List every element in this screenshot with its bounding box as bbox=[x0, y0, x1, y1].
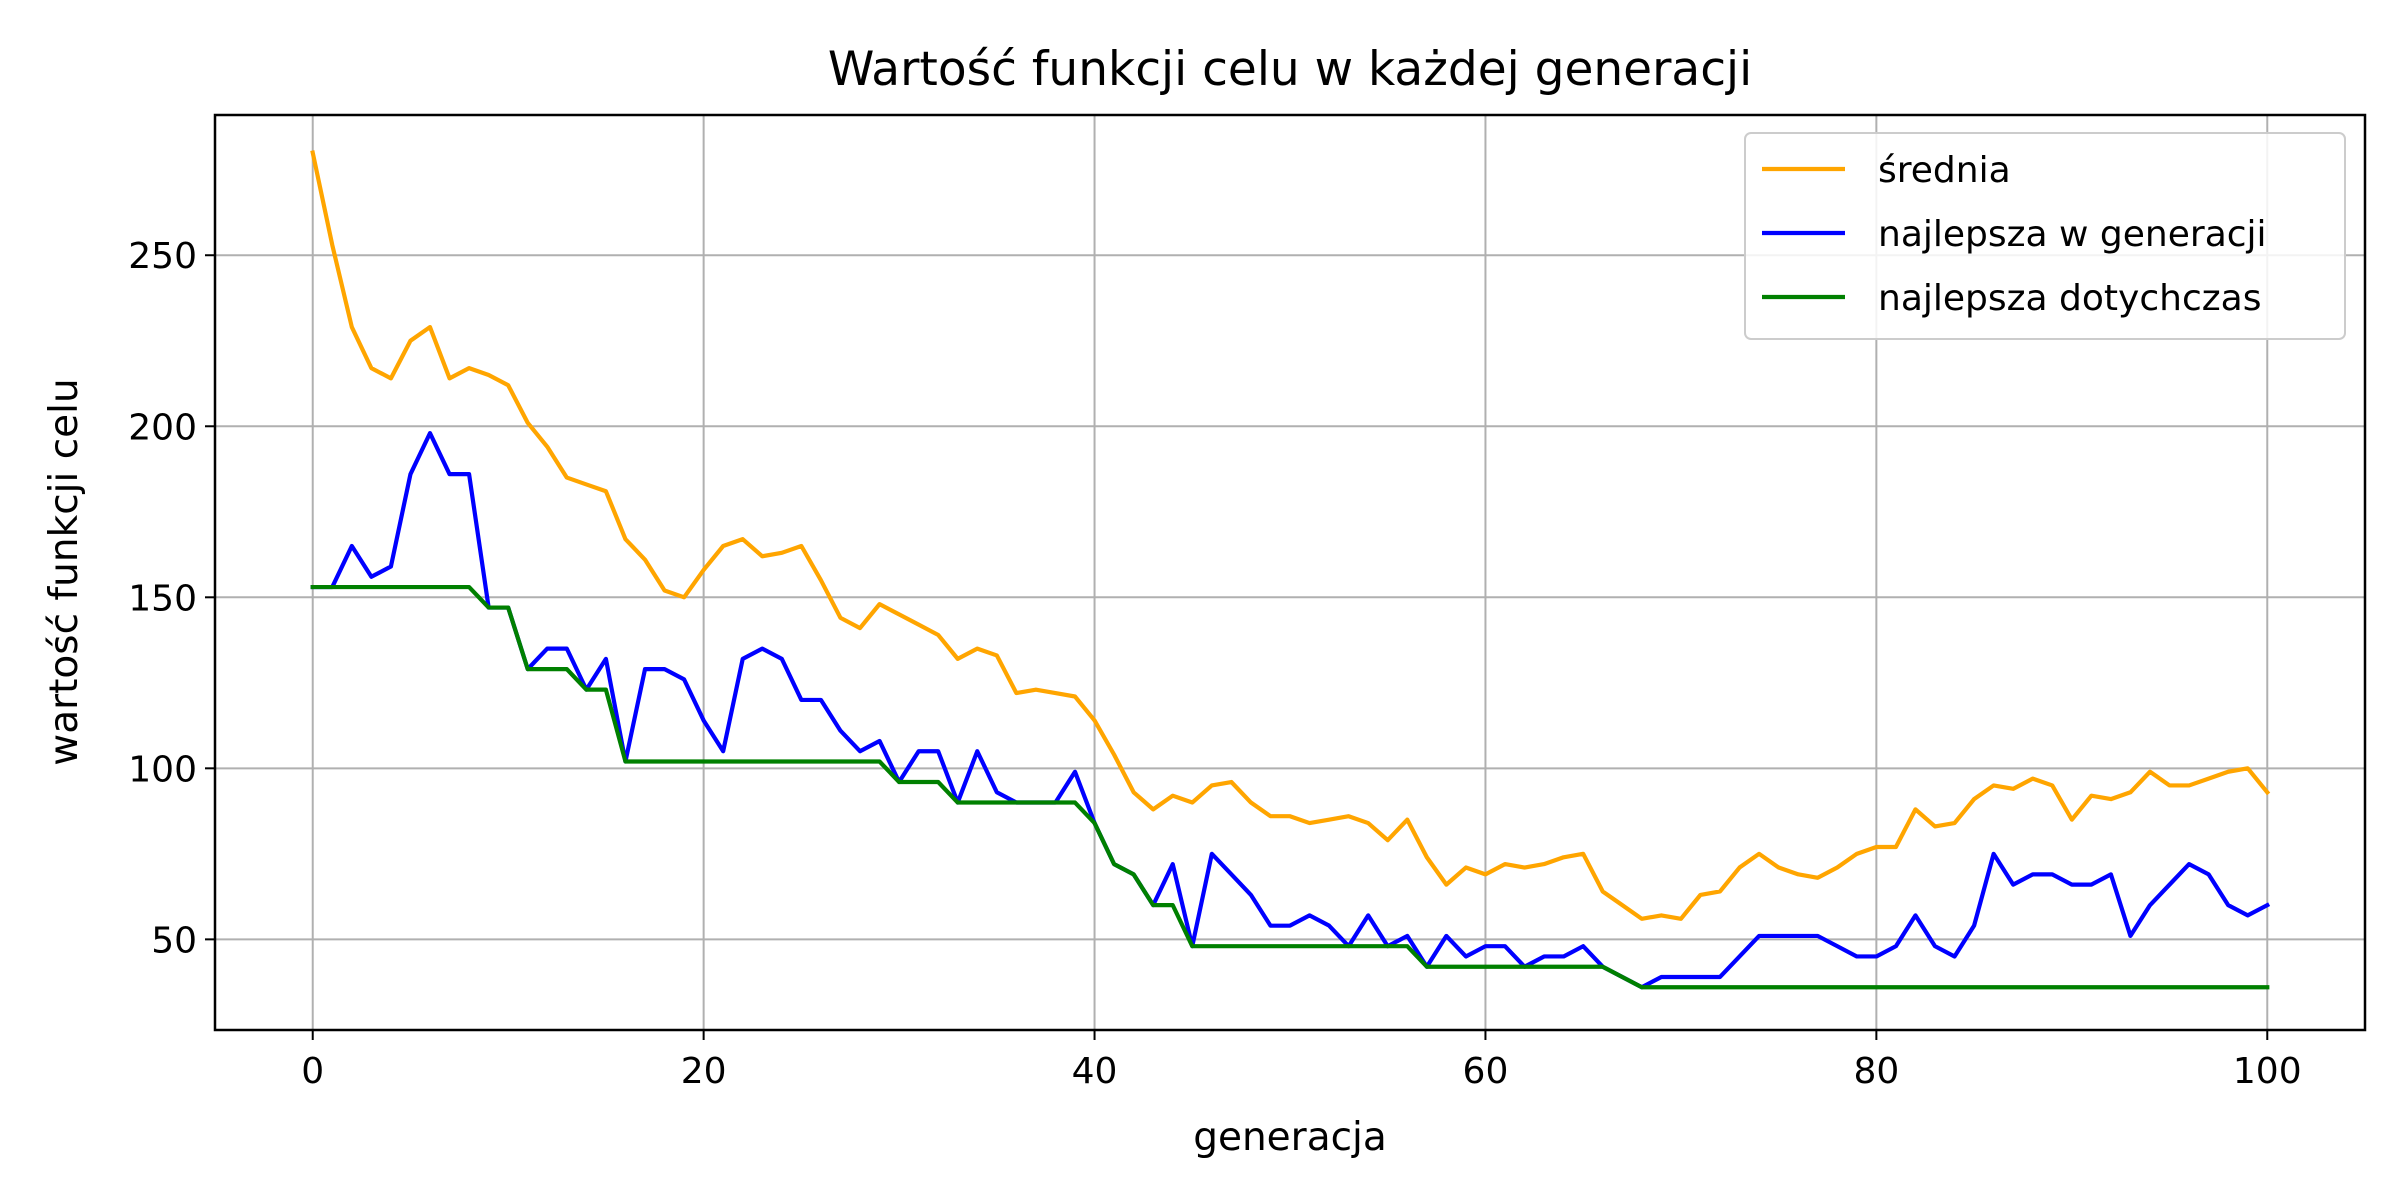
series-line-2 bbox=[310, 431, 2271, 990]
x-axis-label: generacja bbox=[1193, 1115, 1387, 1160]
x-tick-label: 60 bbox=[1463, 1051, 1509, 1092]
x-tick-label: 0 bbox=[301, 1051, 324, 1092]
x-tick-label: 80 bbox=[1853, 1051, 1899, 1092]
series-lines bbox=[310, 150, 2271, 990]
y-axis-label: wartość funkcji celu bbox=[42, 378, 87, 765]
legend-label: najlepsza dotychczas bbox=[1878, 278, 2261, 319]
axis-ticks: 0 20 40 60 80 100 50 100 150 200 250 bbox=[128, 236, 2301, 1092]
legend: średnia najlepsza w generacji najlepsza do… bbox=[1744, 132, 2346, 340]
y-tick-label: 150 bbox=[128, 578, 197, 619]
series-line-3 bbox=[310, 584, 2270, 990]
series-line-1 bbox=[310, 150, 2271, 921]
legend-label: najlepsza w generacji bbox=[1878, 214, 2267, 255]
x-tick-label: 20 bbox=[681, 1051, 727, 1092]
chart-title: Wartość funkcji celu w każdej generacji bbox=[828, 42, 1752, 97]
y-tick-label: 100 bbox=[128, 749, 197, 790]
x-tick-label: 100 bbox=[2233, 1051, 2302, 1092]
plot-frame bbox=[213, 113, 2367, 1032]
legend-label: średnia bbox=[1878, 150, 2011, 191]
x-tick-label: 40 bbox=[1072, 1051, 1118, 1092]
y-tick-label: 250 bbox=[128, 236, 197, 277]
y-tick-label: 50 bbox=[151, 920, 197, 961]
legend-box bbox=[1744, 132, 2346, 340]
y-tick-label: 200 bbox=[128, 407, 197, 448]
